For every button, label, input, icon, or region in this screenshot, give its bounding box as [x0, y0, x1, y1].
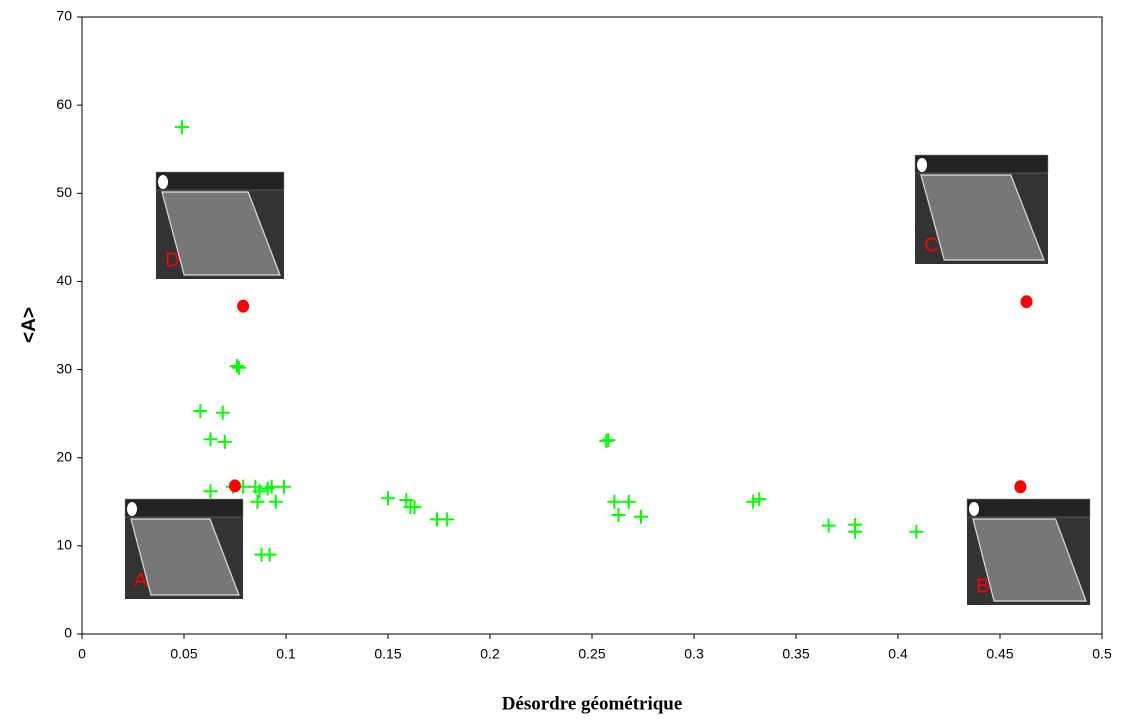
x-tick-label: 0.2 — [480, 646, 500, 662]
point — [633, 509, 648, 524]
point — [203, 432, 218, 447]
x-tick-label: 0.3 — [684, 646, 704, 662]
y-tick-label: 50 — [56, 184, 72, 200]
y-tick-label: 70 — [56, 8, 72, 24]
x-tick-label: 0.45 — [986, 646, 1013, 662]
inset-dot — [969, 502, 979, 516]
inset-foam — [920, 174, 1045, 261]
inset-bar — [966, 498, 1091, 518]
point — [621, 494, 636, 509]
point — [203, 484, 218, 499]
inset-image: A — [124, 498, 244, 599]
x-tick-label: 0.4 — [888, 646, 908, 662]
point — [607, 494, 622, 509]
point — [1020, 295, 1033, 309]
x-tick-label: 0.25 — [578, 646, 605, 662]
annotation: A — [134, 569, 148, 591]
y-tick-label: 40 — [56, 272, 72, 288]
point — [399, 493, 414, 508]
annotation: D — [165, 249, 179, 271]
point — [909, 524, 924, 539]
point — [268, 494, 283, 509]
point — [848, 524, 863, 539]
point — [174, 120, 189, 135]
point — [229, 479, 241, 493]
y-tick-label: 20 — [56, 448, 72, 464]
point — [232, 360, 247, 375]
point — [440, 512, 455, 527]
y-tick-label: 60 — [56, 96, 72, 112]
inset-bar — [155, 171, 285, 191]
x-tick-label: 0.5 — [1092, 646, 1112, 662]
point — [601, 433, 616, 448]
point — [381, 491, 395, 506]
point — [252, 484, 267, 499]
point — [217, 434, 232, 449]
point — [746, 494, 761, 509]
inset-image: B — [966, 498, 1091, 605]
x-tick-label: 0.05 — [170, 646, 197, 662]
y-tick-label: 0 — [64, 625, 72, 641]
y-tick-label: 10 — [56, 537, 72, 553]
x-axis-label: Désordre géométrique — [502, 693, 683, 714]
point — [193, 403, 208, 418]
inset-bar — [124, 498, 244, 518]
inset-foam — [972, 518, 1087, 602]
inset-dot — [917, 158, 927, 172]
x-tick-label: 0.1 — [276, 646, 296, 662]
annotation: B — [976, 575, 989, 597]
point — [237, 299, 250, 313]
point — [215, 405, 230, 420]
point — [1014, 480, 1027, 494]
inset-dot — [127, 502, 137, 516]
x-tick-label: 0.35 — [782, 646, 809, 662]
y-tick-label: 30 — [56, 360, 72, 376]
point — [611, 508, 626, 523]
point — [262, 547, 277, 562]
inset-image: D — [155, 171, 285, 279]
x-tick-label: 0 — [78, 646, 86, 662]
inset-bar — [914, 154, 1049, 174]
point — [407, 500, 422, 515]
point — [752, 492, 767, 507]
inset-dot — [158, 175, 168, 189]
point — [264, 479, 279, 494]
point — [250, 494, 265, 509]
annotation: C — [924, 234, 938, 256]
inset-image: C — [914, 154, 1049, 264]
y-axis-label: <A> — [19, 307, 40, 343]
x-tick-label: 0.15 — [374, 646, 401, 662]
inset-foam — [130, 518, 240, 596]
point — [276, 479, 291, 494]
point — [230, 359, 245, 374]
inset-foam — [161, 191, 281, 276]
point — [821, 518, 836, 533]
